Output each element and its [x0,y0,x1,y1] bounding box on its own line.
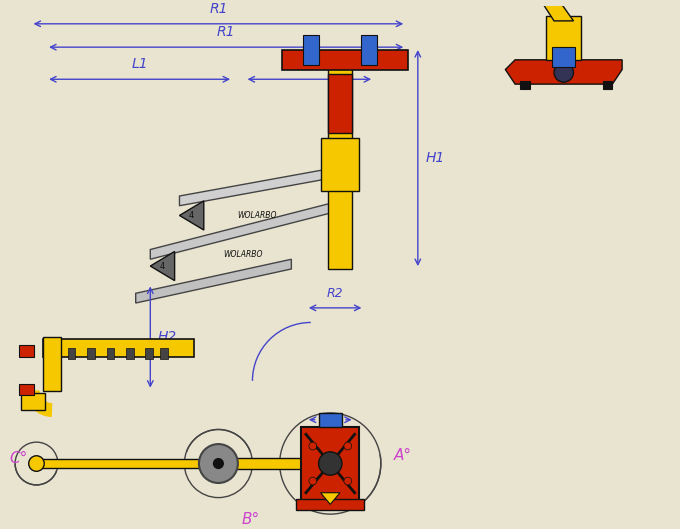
Polygon shape [136,259,291,303]
Text: L2: L2 [301,58,318,71]
Bar [328,75,352,133]
Bar [361,35,377,65]
Polygon shape [500,0,573,21]
Polygon shape [150,201,340,259]
Circle shape [554,63,573,82]
Text: WOLARBO: WOLARBO [223,250,262,259]
Text: 4: 4 [159,261,165,270]
Bar [37,459,241,468]
Bar [44,337,61,390]
Text: R1: R1 [217,25,235,39]
Bar [602,81,613,89]
Bar [320,138,360,191]
Text: B°: B° [241,512,260,527]
Circle shape [319,452,342,475]
Text: WOLARBO: WOLARBO [237,211,277,220]
Bar [44,339,194,357]
Text: R2: R2 [327,287,343,300]
Polygon shape [320,492,340,504]
Circle shape [344,442,352,450]
Text: 4: 4 [188,211,194,220]
Bar [160,348,168,359]
Bar [107,348,114,359]
Bar [126,348,134,359]
Circle shape [309,442,317,450]
Bar [282,50,408,69]
Bar [21,393,46,410]
Circle shape [309,477,317,485]
Circle shape [199,444,238,483]
Text: C°: C° [10,451,28,466]
Bar [87,348,95,359]
Circle shape [344,477,352,485]
Polygon shape [150,251,175,281]
Bar [19,345,33,357]
Bar [67,348,75,359]
Circle shape [29,456,44,471]
Bar [520,81,530,89]
Bar [233,458,320,469]
Bar [303,35,319,65]
Polygon shape [505,60,622,84]
Bar [319,413,342,426]
Bar [552,47,575,67]
Bar [296,498,364,510]
Bar [146,348,153,359]
Bar [546,16,581,60]
Circle shape [214,459,223,468]
Text: R1: R1 [209,2,228,16]
Text: H1: H1 [426,151,445,165]
Bar [301,426,360,500]
Text: L1: L1 [131,58,148,71]
Polygon shape [180,167,340,206]
Polygon shape [180,201,204,230]
Text: H2: H2 [158,330,177,344]
Text: A°: A° [394,448,411,463]
Bar [328,65,352,269]
Bar [19,384,33,396]
